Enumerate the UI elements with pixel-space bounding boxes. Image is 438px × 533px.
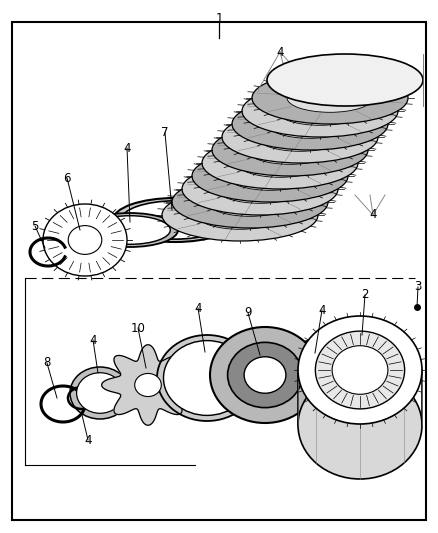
Text: 7: 7	[161, 126, 169, 140]
Ellipse shape	[267, 110, 353, 138]
Ellipse shape	[68, 225, 102, 254]
Ellipse shape	[157, 335, 257, 421]
Text: 4: 4	[123, 141, 131, 155]
Text: 8: 8	[43, 357, 51, 369]
Ellipse shape	[121, 201, 229, 239]
Ellipse shape	[232, 98, 388, 150]
Ellipse shape	[210, 327, 320, 423]
Text: 10: 10	[131, 321, 145, 335]
Ellipse shape	[277, 96, 363, 125]
Text: 4: 4	[89, 334, 97, 346]
Ellipse shape	[77, 373, 124, 413]
Text: 4: 4	[276, 45, 284, 59]
Ellipse shape	[43, 204, 127, 276]
Text: 5: 5	[31, 220, 39, 232]
Text: 1: 1	[215, 12, 223, 25]
Ellipse shape	[163, 341, 251, 415]
Ellipse shape	[315, 331, 405, 409]
Ellipse shape	[217, 175, 303, 203]
Ellipse shape	[228, 342, 302, 408]
Ellipse shape	[82, 213, 178, 247]
Text: 6: 6	[63, 172, 71, 184]
Ellipse shape	[172, 176, 328, 228]
Ellipse shape	[70, 367, 130, 419]
Ellipse shape	[227, 161, 313, 190]
Ellipse shape	[207, 188, 293, 216]
Ellipse shape	[202, 137, 358, 189]
Ellipse shape	[162, 189, 318, 241]
Ellipse shape	[298, 316, 422, 424]
Text: 4: 4	[318, 303, 326, 317]
Ellipse shape	[252, 72, 408, 124]
Text: 4: 4	[194, 302, 202, 314]
Text: 2: 2	[361, 288, 369, 302]
Ellipse shape	[242, 85, 398, 137]
Polygon shape	[102, 345, 194, 425]
Ellipse shape	[247, 136, 333, 164]
Ellipse shape	[197, 201, 283, 229]
Ellipse shape	[182, 163, 338, 215]
Ellipse shape	[267, 54, 423, 106]
Ellipse shape	[113, 198, 237, 242]
Ellipse shape	[257, 123, 343, 151]
Text: 3: 3	[414, 280, 422, 294]
Ellipse shape	[287, 84, 373, 112]
Ellipse shape	[283, 340, 347, 396]
Ellipse shape	[298, 371, 422, 479]
Text: 4: 4	[84, 433, 92, 447]
Ellipse shape	[237, 149, 323, 177]
Text: 9: 9	[244, 306, 252, 319]
Ellipse shape	[332, 346, 388, 394]
Ellipse shape	[244, 357, 286, 393]
Ellipse shape	[222, 111, 378, 163]
Text: 4: 4	[369, 208, 377, 222]
Ellipse shape	[135, 374, 161, 397]
Ellipse shape	[290, 345, 341, 390]
Ellipse shape	[192, 150, 348, 202]
Ellipse shape	[90, 216, 170, 244]
Ellipse shape	[212, 124, 368, 176]
